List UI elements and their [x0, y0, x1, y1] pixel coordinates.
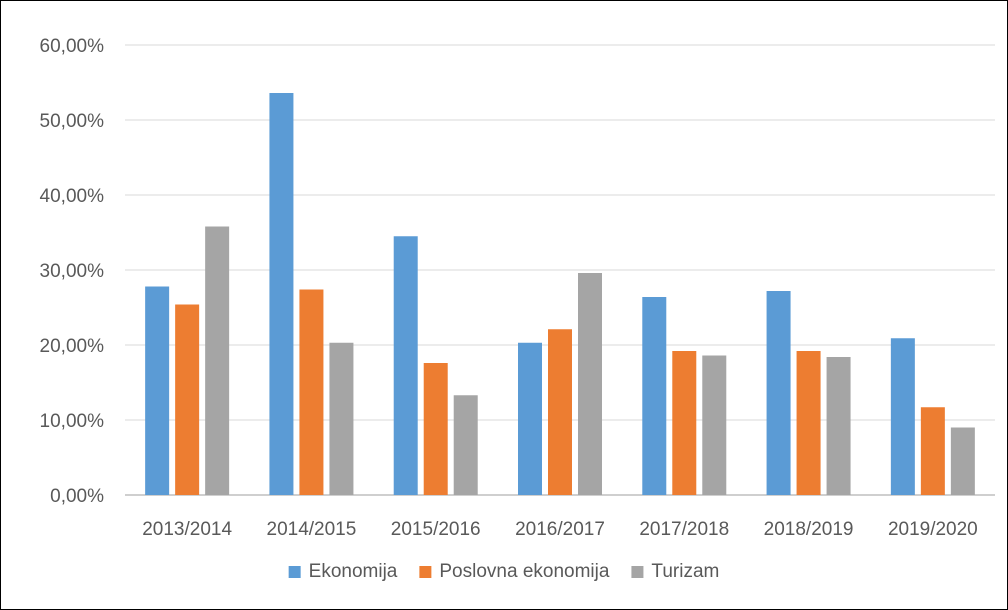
legend-swatch: [419, 566, 432, 578]
x-axis-ticks: 2013/2014 2014/2015 2015/2016 2016/2017 2017…: [142, 519, 978, 540]
bar-poslovna-ekonomija: [672, 351, 697, 495]
bar-poslovna-ekonomija: [920, 407, 945, 495]
bar-turizam: [329, 342, 354, 495]
bar-ekonomija: [766, 291, 791, 495]
bar-ekonomija: [518, 342, 542, 495]
y-tick-label: 50,00%: [40, 111, 105, 132]
y-tick-label: 60,00%: [40, 36, 105, 57]
y-tick-label: 0,00%: [50, 486, 104, 507]
y-axis-ticks: 0,00% 10,00% 20,00% 30,00% 40,00% 50,00% 60,00…: [40, 36, 105, 507]
x-tick-label: 2015/2016: [391, 519, 481, 540]
bar-turizam: [205, 226, 230, 495]
bar-ekonomija: [642, 297, 667, 495]
legend-label: Ekonomija: [309, 561, 398, 582]
bar-poslovna-ekonomija: [299, 289, 324, 495]
bar-turizam: [578, 273, 602, 495]
x-tick-label: 2014/2015: [267, 519, 357, 540]
x-tick-label: 2019/2020: [888, 519, 978, 540]
legend-swatch: [288, 566, 301, 578]
bar-turizam: [950, 427, 975, 495]
legend-swatch: [631, 566, 644, 578]
bar-turizam: [702, 355, 727, 495]
bar-turizam: [826, 357, 851, 495]
bar-ekonomija: [393, 236, 418, 495]
bar-poslovna-ekonomija: [548, 329, 572, 495]
legend-item-ekonomija: Ekonomija: [288, 561, 398, 582]
x-tick-label: 2018/2019: [764, 519, 854, 540]
y-tick-label: 40,00%: [40, 186, 105, 207]
y-tick-label: 30,00%: [40, 261, 105, 282]
bar-ekonomija: [269, 93, 294, 495]
legend-item-poslovna-ekonomija: Poslovna ekonomija: [419, 561, 610, 582]
bar-poslovna-ekonomija: [423, 363, 448, 495]
legend-label: Turizam: [651, 561, 719, 582]
bar-poslovna-ekonomija: [796, 351, 821, 495]
y-tick-label: 10,00%: [40, 411, 105, 432]
legend-label: Poslovna ekonomija: [439, 561, 609, 582]
bar-ekonomija: [145, 286, 170, 495]
bar-ekonomija: [890, 338, 915, 495]
legend-item-turizam: Turizam: [631, 561, 719, 582]
bar-turizam: [453, 395, 478, 495]
x-tick-label: 2017/2018: [639, 519, 729, 540]
bar-poslovna-ekonomija: [175, 304, 200, 495]
legend: Ekonomija Poslovna ekonomija Turizam: [288, 561, 719, 582]
x-tick-label: 2013/2014: [142, 519, 232, 540]
x-tick-label: 2016/2017: [515, 519, 605, 540]
y-tick-label: 20,00%: [40, 336, 105, 357]
bars: [145, 93, 975, 495]
